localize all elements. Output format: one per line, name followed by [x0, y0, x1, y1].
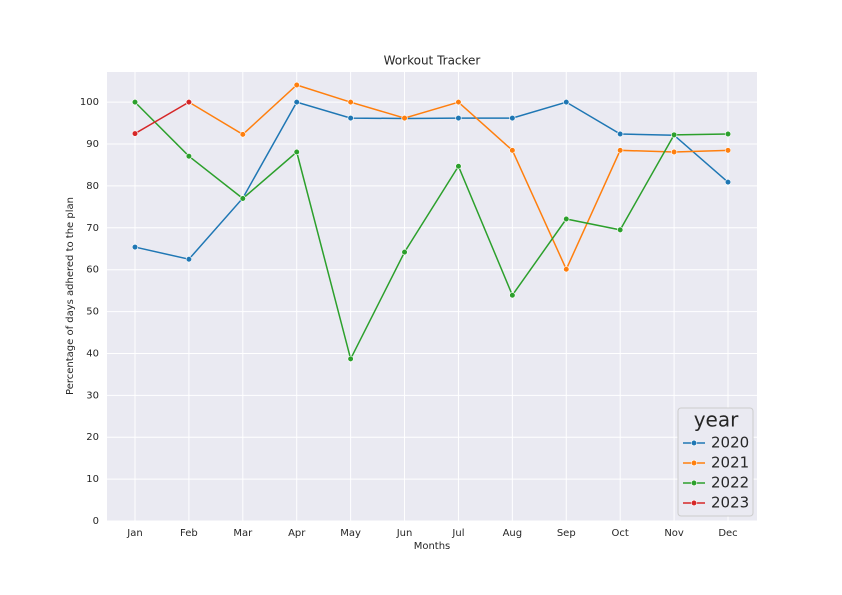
point	[670, 148, 678, 156]
legend-box	[677, 407, 754, 517]
point	[131, 243, 139, 251]
point	[293, 148, 300, 156]
y-tick-label: 40	[86, 348, 99, 359]
y-tick-label: 80	[86, 181, 99, 192]
point	[347, 99, 354, 106]
x-tick-label: Jan	[126, 528, 142, 539]
point	[239, 131, 246, 138]
point	[617, 130, 624, 138]
y-tick-label: 100	[80, 97, 99, 108]
point	[724, 130, 732, 138]
point	[670, 131, 678, 138]
point	[617, 226, 624, 234]
x-tick-label: Apr	[288, 528, 306, 539]
x-tick-label: Jul	[451, 528, 464, 539]
point	[401, 114, 408, 122]
legend-marker	[690, 499, 698, 507]
legend-marker	[690, 479, 698, 487]
y-tick-label: 70	[86, 223, 99, 234]
plot-background	[107, 72, 757, 521]
y-tick-label: 90	[86, 139, 99, 150]
legend-title: year	[694, 408, 739, 432]
point	[724, 179, 732, 186]
x-tick-label: Jun	[396, 528, 413, 539]
series-line	[134, 101, 729, 362]
x-axis-label: Months	[414, 541, 451, 552]
legend: year 2020 2021 2022 2023	[677, 407, 754, 517]
chart-title: Workout Tracker	[384, 54, 481, 68]
x-tick-label: Aug	[503, 528, 523, 539]
y-tick-label: 60	[86, 265, 99, 276]
series-line	[134, 101, 190, 135]
point	[293, 99, 300, 106]
x-tick-label: Nov	[664, 528, 684, 539]
x-tick-label: Dec	[718, 528, 737, 539]
legend-label: 2021	[711, 454, 749, 472]
point	[724, 147, 732, 154]
x-tick-label: Feb	[180, 528, 198, 539]
point	[131, 130, 139, 137]
x-tick-label: Mar	[233, 528, 253, 539]
x-tick-label: Oct	[612, 528, 629, 539]
point	[563, 266, 570, 273]
legend-label: 2023	[711, 494, 749, 512]
point	[509, 114, 516, 122]
lines	[131, 81, 732, 363]
point	[347, 355, 354, 363]
y-tick-label: 50	[86, 307, 99, 318]
point	[293, 81, 300, 89]
point	[617, 147, 624, 154]
x-tick-label: May	[340, 528, 361, 539]
point	[347, 114, 354, 122]
legend-marker	[690, 439, 698, 447]
point	[239, 195, 246, 202]
point	[455, 99, 462, 106]
x-tick-label: Sep	[557, 528, 576, 539]
point	[509, 292, 516, 299]
point	[185, 99, 193, 106]
y-tick-label: 0	[93, 516, 99, 527]
y-tick-label: 30	[86, 390, 99, 401]
series-line	[134, 101, 729, 261]
point	[455, 163, 462, 170]
point	[563, 215, 570, 223]
y-tick-label: 20	[86, 432, 99, 443]
y-tick-label: 10	[86, 474, 99, 485]
y-axis-label: Percentage of days adhered to the plan	[65, 197, 76, 395]
point	[455, 114, 462, 122]
point	[185, 153, 193, 160]
legend-label: 2022	[711, 474, 749, 492]
point	[509, 147, 516, 154]
legend-marker	[690, 459, 698, 467]
point	[563, 99, 570, 106]
point	[185, 256, 193, 263]
legend-label: 2020	[711, 434, 749, 452]
point	[401, 249, 408, 256]
point	[131, 99, 139, 106]
